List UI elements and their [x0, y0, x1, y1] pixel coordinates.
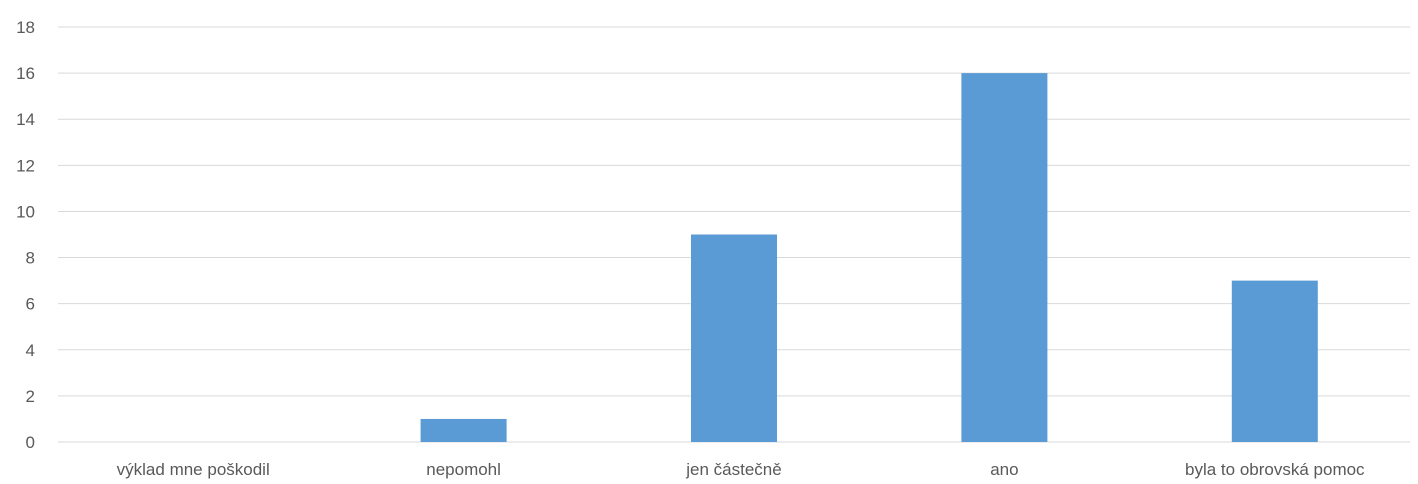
- bar: [691, 234, 777, 442]
- y-tick-label: 6: [26, 295, 35, 314]
- x-category-label: ano: [990, 460, 1018, 479]
- y-tick-label: 2: [26, 387, 35, 406]
- y-tick-label: 14: [16, 110, 35, 129]
- x-category-label: byla to obrovská pomoc: [1185, 460, 1365, 479]
- x-category-label: výklad mne poškodil: [117, 460, 270, 479]
- y-tick-label: 10: [16, 202, 35, 221]
- y-tick-label: 16: [16, 64, 35, 83]
- y-tick-label: 8: [26, 249, 35, 268]
- bar: [961, 73, 1048, 442]
- x-category-label: jen částečně: [685, 460, 781, 479]
- y-tick-label: 0: [26, 433, 35, 452]
- y-tick-label: 18: [16, 18, 35, 37]
- bar: [1231, 280, 1318, 442]
- y-tick-label: 12: [16, 156, 35, 175]
- y-tick-label: 4: [26, 341, 35, 360]
- bar: [420, 418, 507, 442]
- x-axis-category-labels: výklad mne poškodil nepomohl jen částečně a…: [117, 460, 1365, 479]
- bars: [420, 73, 1318, 442]
- x-category-label: nepomohl: [426, 460, 501, 479]
- y-axis-tick-labels: 0 2 4 6 8 10 12 14 16 18: [16, 18, 35, 452]
